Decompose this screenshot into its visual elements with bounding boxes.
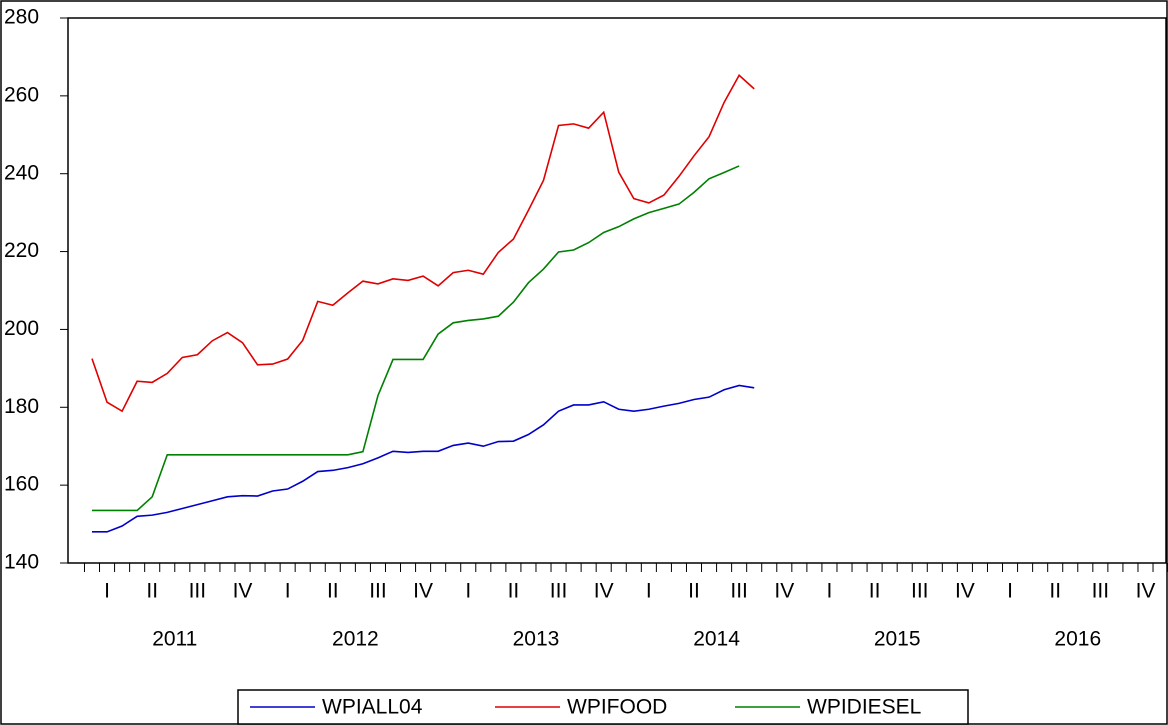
x-tick-label: IV [955, 580, 975, 603]
x-tick-label: III [550, 580, 568, 603]
x-tick-label: III [369, 580, 387, 603]
x-tick-label: II [688, 580, 700, 603]
x-tick-label: III [189, 580, 207, 603]
x-tick-label: III [911, 580, 929, 603]
y-tick-label: 220 [4, 239, 39, 262]
y-tick-label: 260 [4, 83, 39, 106]
legend-label: WPIDIESEL [807, 696, 921, 719]
year-label: 2016 [1054, 628, 1101, 651]
x-tick-label: I [1007, 580, 1013, 603]
x-tick-label: II [869, 580, 881, 603]
year-label: 2014 [693, 628, 740, 651]
x-tick-label: IV [774, 580, 794, 603]
x-tick-label: II [508, 580, 520, 603]
x-tick-label: IV [233, 580, 253, 603]
y-tick-label: 140 [4, 551, 39, 574]
x-tick-label: III [730, 580, 748, 603]
y-tick-label: 180 [4, 395, 39, 418]
year-label: 2015 [874, 628, 921, 651]
legend-label: WPIFOOD [567, 696, 667, 719]
x-tick-label: III [1092, 580, 1110, 603]
legend-label: WPIALL04 [322, 696, 423, 719]
x-tick-label: IV [413, 580, 433, 603]
x-tick-label: I [285, 580, 291, 603]
y-tick-label: 200 [4, 317, 39, 340]
x-tick-label: II [1049, 580, 1061, 603]
x-tick-label: IV [1136, 580, 1156, 603]
year-label: 2013 [513, 628, 560, 651]
x-tick-label: I [104, 580, 110, 603]
year-label: 2011 [152, 628, 197, 651]
series-line [92, 384, 755, 533]
y-tick-label: 160 [4, 473, 39, 496]
legend-box [237, 689, 969, 725]
x-tick-label: I [465, 580, 471, 603]
x-tick-label: II [146, 580, 158, 603]
x-tick-label: II [327, 580, 339, 603]
x-tick-label: IV [594, 580, 614, 603]
y-tick-label: 240 [4, 161, 39, 184]
series-line [92, 165, 740, 512]
year-label: 2012 [332, 628, 379, 651]
series-line [91, 73, 755, 413]
x-tick-label: I [827, 580, 833, 603]
x-tick-label: I [646, 580, 652, 603]
plot-frame [67, 17, 1167, 564]
y-tick-label: 280 [4, 6, 39, 29]
